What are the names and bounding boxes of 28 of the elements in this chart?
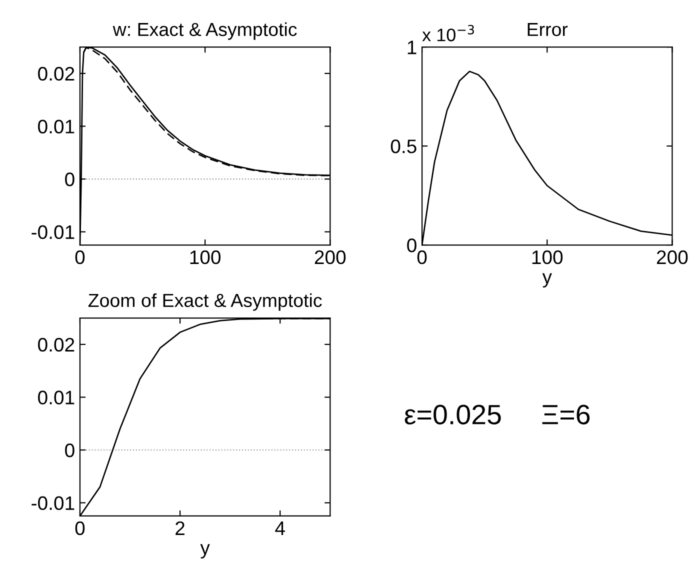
text: Ξ=6 bbox=[542, 404, 590, 424]
x-tick-label: 200 bbox=[656, 250, 688, 264]
y-tick-label: 0 bbox=[65, 443, 74, 458]
x-tick-label: 0 bbox=[75, 250, 85, 264]
x-tick-label: 4 bbox=[275, 522, 285, 535]
y-tick-label: -0.01 bbox=[32, 496, 74, 510]
y-tick-label: 0.02 bbox=[38, 66, 74, 81]
y-tick-label: -0.01 bbox=[32, 225, 74, 240]
y-tick-label: 0 bbox=[65, 172, 74, 186]
x-axis-title: y bbox=[200, 544, 210, 558]
y-tick-label: 0.02 bbox=[38, 338, 74, 352]
x-axis-title: y bbox=[542, 273, 552, 288]
chart-title: w: Exact & Asymptotic bbox=[112, 22, 297, 40]
x-tick-label: 2 bbox=[176, 521, 184, 535]
y-tick-label: 0.01 bbox=[38, 390, 74, 404]
x-tick-label: 100 bbox=[532, 250, 563, 264]
y-tick-label: 0 bbox=[407, 238, 416, 252]
chart-title: Zoom of Exact & Asymptotic bbox=[88, 293, 322, 311]
y-tick-label: 0.5 bbox=[390, 139, 416, 154]
text: x 10$^{−3}$ bbox=[422, 24, 474, 42]
text: ε=0.025 bbox=[404, 404, 501, 424]
x-tick-label: 0 bbox=[75, 521, 85, 536]
x-tick-label: 200 bbox=[314, 250, 346, 264]
x-tick-label: 0 bbox=[417, 250, 427, 264]
y-tick-label: 0.01 bbox=[38, 120, 74, 134]
x-tick-label: 100 bbox=[190, 250, 221, 264]
chart-title: Error bbox=[528, 23, 568, 36]
y-tick-label: 1 bbox=[408, 40, 416, 54]
